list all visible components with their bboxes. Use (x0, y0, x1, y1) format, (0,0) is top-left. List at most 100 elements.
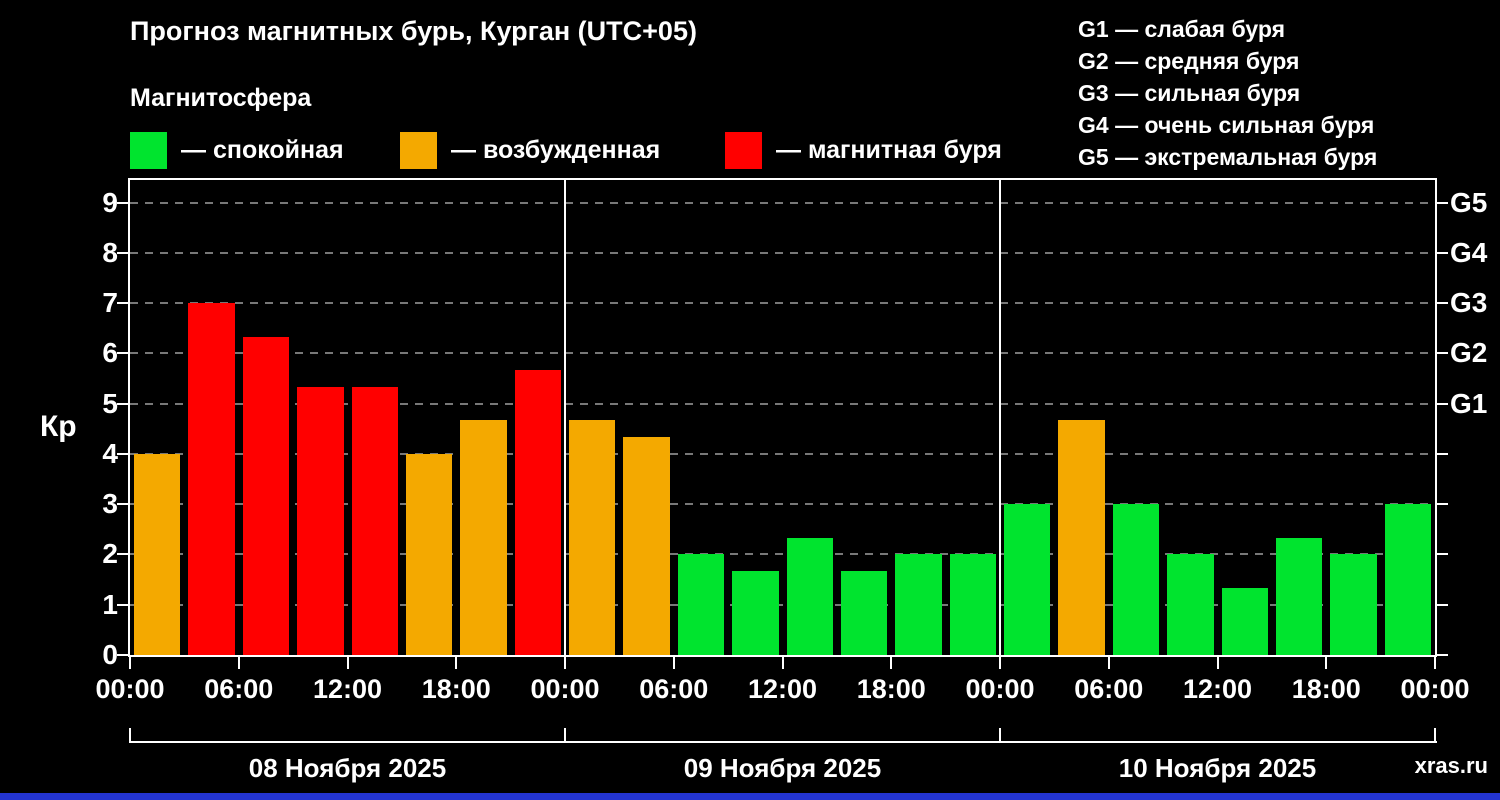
y-axis-tick-label: 4 (102, 437, 118, 469)
y-axis-title: Кр (40, 410, 77, 443)
x-tick (890, 657, 893, 669)
x-tick (346, 657, 349, 669)
legend-swatch-excited (400, 131, 437, 169)
y-axis-tick-label: 6 (102, 337, 118, 369)
y-axis-tick-label: 3 (102, 488, 118, 520)
kp-bar (1058, 420, 1105, 655)
y-axis-tick-label: 8 (102, 236, 118, 268)
plot-area (130, 180, 1435, 655)
kp-bar (297, 387, 344, 655)
y-tick-right (1436, 402, 1448, 405)
x-tick (455, 657, 458, 669)
x-axis-tick-label: 18:00 (1291, 674, 1361, 704)
kp-bar (1330, 554, 1377, 655)
right-axis-label-G4: G4 (1450, 236, 1488, 268)
y-tick-left (117, 452, 129, 455)
kp-bar (895, 554, 942, 655)
kp-bar (1384, 504, 1431, 655)
y-axis-tick-label: 1 (102, 588, 118, 620)
x-axis-tick-label: 00:00 (95, 674, 165, 704)
y-tick-left (117, 302, 129, 305)
y-tick-right (1436, 201, 1448, 204)
y-tick-left (117, 503, 129, 506)
day-bracket-tick (1434, 728, 1436, 743)
kp-bar (1221, 588, 1268, 655)
right-axis-label-G2: G2 (1450, 337, 1488, 369)
day-bracket-line (130, 741, 1437, 743)
watermark: xras.ru (1414, 753, 1488, 778)
y-tick-left (117, 201, 129, 204)
kp-bar (188, 303, 235, 655)
x-tick (781, 657, 784, 669)
gridline-kp-7 (130, 302, 1435, 305)
right-axis-label-G1: G1 (1450, 387, 1488, 419)
x-tick (129, 657, 131, 669)
x-axis-tick-label: 12:00 (747, 674, 818, 704)
kp-bar (677, 554, 725, 655)
kp-bar (351, 387, 398, 655)
kp-bar (1112, 504, 1160, 655)
y-axis-tick-label: 5 (102, 387, 118, 419)
right-axis-label-G5: G5 (1450, 186, 1488, 218)
y-tick-right (1436, 603, 1448, 606)
x-axis-tick-label: 06:00 (204, 674, 274, 704)
y-tick-right (1436, 503, 1448, 506)
right-axis-label-G3: G3 (1450, 287, 1488, 319)
gridline-kp-9 (130, 201, 1435, 204)
kp-bar (732, 571, 779, 655)
legend-label-storm: — магнитная буря (776, 135, 1002, 164)
kp-bar (786, 537, 833, 655)
legend-swatch-quiet (130, 131, 167, 169)
gridline-kp-1 (130, 603, 1435, 606)
storm-scale-item: G2 — средняя буря (1078, 48, 1300, 74)
kp-bar (1275, 537, 1323, 655)
gridline-kp-5 (130, 402, 1435, 405)
kp-bar (623, 437, 670, 655)
gridline-kp-3 (130, 503, 1435, 506)
y-axis-tick-label: 9 (102, 186, 118, 218)
x-tick (1325, 657, 1328, 669)
legend-label-excited: — возбужденная (451, 135, 661, 164)
x-tick (1434, 657, 1436, 669)
storm-scale-item: G1 — слабая буря (1078, 16, 1286, 42)
page-title: Прогноз магнитных бурь, Курган (UTC+05) (130, 16, 697, 46)
storm-scale-item: G3 — сильная буря (1078, 80, 1301, 106)
kp-bar (1167, 554, 1214, 655)
y-tick-left (117, 603, 129, 606)
storm-scale-item: G4 — очень сильная буря (1078, 112, 1375, 138)
legend-item-excited: — возбужденная (400, 131, 660, 169)
x-axis-tick-label: 18:00 (421, 674, 491, 704)
y-tick-left (117, 402, 129, 405)
x-tick (1107, 657, 1110, 669)
day-bracket-tick (564, 728, 566, 743)
x-axis-tick-label: 06:00 (639, 674, 709, 704)
x-tick (564, 657, 566, 669)
y-axis-tick-label: 2 (102, 538, 118, 570)
day-bracket-tick (999, 728, 1001, 743)
y-tick-right (1436, 352, 1448, 355)
x-tick (999, 657, 1001, 669)
y-tick-right (1436, 452, 1448, 455)
x-axis-tick-label: 06:00 (1074, 674, 1144, 704)
x-axis-tick-label: 12:00 (312, 674, 383, 704)
y-tick-right (1436, 553, 1448, 556)
y-tick-left (117, 654, 129, 656)
day-label: 08 Ноября 2025 (248, 753, 447, 783)
x-axis-tick-label: 00:00 (530, 674, 600, 704)
y-tick-right (1436, 251, 1448, 254)
day-boundary-line (564, 180, 566, 655)
kp-bar (949, 554, 996, 655)
x-tick (237, 657, 240, 669)
x-axis-tick-label: 00:00 (1400, 674, 1470, 704)
day-boundary-line (999, 180, 1001, 655)
day-bracket-tick (129, 728, 131, 743)
y-axis-tick-label: 0 (102, 639, 118, 670)
y-tick-left (117, 352, 129, 355)
day-label: 09 Ноября 2025 (683, 753, 882, 783)
y-tick-right (1436, 302, 1448, 305)
x-axis-tick-label: 12:00 (1182, 674, 1253, 704)
kp-bar (460, 420, 507, 655)
gridline-kp-4 (130, 452, 1435, 455)
magnetosphere-label: Магнитосфера (130, 84, 312, 112)
